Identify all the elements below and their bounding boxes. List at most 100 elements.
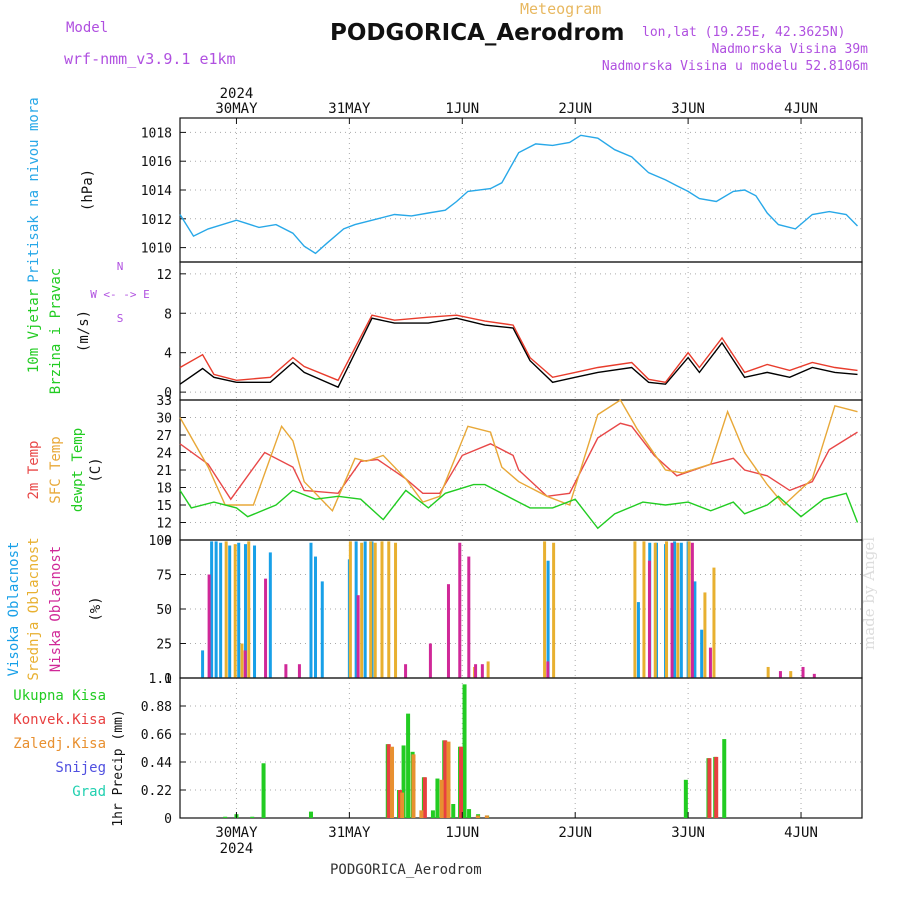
temperature-ytick-label: 33 bbox=[156, 394, 172, 409]
temperature-ylabel-0: 2m Temp bbox=[26, 440, 42, 499]
wind-ytick-label: 8 bbox=[164, 307, 172, 322]
x-bottom-year-label: 2024 bbox=[220, 841, 254, 857]
precip-bar bbox=[401, 745, 406, 818]
precip-ytick-label: 0.66 bbox=[141, 728, 172, 743]
cloud-bar bbox=[778, 671, 782, 678]
cloud-bar bbox=[284, 664, 288, 678]
precip-ylabel: 1hr Precip (mm) bbox=[111, 709, 126, 826]
temperature-ytick-label: 9 bbox=[164, 534, 172, 549]
cloud-bar bbox=[708, 647, 712, 678]
cloud-bar bbox=[665, 541, 669, 678]
pressure-ytick-label: 1012 bbox=[141, 213, 172, 228]
temperature-ytick-label: 12 bbox=[156, 517, 172, 532]
cloud-bar bbox=[387, 541, 391, 678]
pressure-ylabel-0: Pritisak na nivou mora bbox=[26, 97, 42, 282]
temperature-ylabel-3: (C) bbox=[88, 457, 104, 482]
cloud-bar bbox=[380, 541, 384, 678]
wind-ytick-label: 12 bbox=[156, 268, 172, 283]
cloud-bar bbox=[243, 650, 247, 678]
cloud-bar bbox=[214, 541, 218, 678]
cloud-bar bbox=[642, 541, 646, 678]
cloud-bar bbox=[320, 581, 324, 678]
precip-bar bbox=[467, 809, 472, 818]
cloud-bar bbox=[237, 542, 241, 678]
wind-frame bbox=[179, 261, 863, 401]
cloud-bar bbox=[207, 574, 211, 678]
cloud-bar bbox=[369, 541, 373, 678]
precip-bar bbox=[435, 778, 440, 818]
cloud-bar bbox=[201, 650, 205, 678]
cloud-bar bbox=[467, 556, 471, 678]
pressure-ytick-label: 1016 bbox=[141, 155, 172, 170]
precip-bar bbox=[430, 810, 435, 818]
cloud-bar bbox=[394, 542, 398, 678]
cloud-bar bbox=[219, 542, 223, 678]
altitude-label: Nadmorska Visina 39m bbox=[711, 42, 868, 57]
pressure-series-line-0 bbox=[179, 134, 858, 255]
cloud-bar bbox=[703, 592, 707, 678]
precip-bar bbox=[390, 746, 395, 818]
precip-ytick-label: 0.22 bbox=[141, 784, 172, 799]
x-top-day-label: 30MAY bbox=[215, 101, 258, 117]
wind-dir-north: N bbox=[117, 260, 124, 273]
cloud-bar bbox=[480, 664, 484, 678]
cloud-bar bbox=[404, 664, 408, 678]
model-name: wrf-nmm_v3.9.1 e1km bbox=[64, 50, 236, 68]
x-bottom-day-label: 4JUN bbox=[784, 825, 818, 841]
cloud-ylabel-2: Niska Oblacnost bbox=[48, 546, 64, 672]
cloud-bar bbox=[264, 578, 268, 678]
cloud-bar bbox=[543, 541, 547, 678]
cloud-bar bbox=[446, 584, 450, 678]
precip-bar bbox=[250, 816, 255, 818]
precip-ytick-label: 1.1 bbox=[149, 672, 172, 687]
temperature-ylabel-1: SFC Temp bbox=[48, 436, 64, 503]
wind-dir-westeast: W <- -> E bbox=[90, 288, 150, 301]
cloud-bar bbox=[458, 542, 462, 678]
cloud-bar bbox=[240, 643, 244, 678]
footer-station: PODGORICA_Aerodrom bbox=[330, 862, 482, 878]
pressure-ytick-label: 1014 bbox=[141, 184, 172, 199]
lonlat-label: lon,lat (19.25E, 42.3625N) bbox=[642, 25, 846, 40]
wind-ylabel-2: (m/s) bbox=[76, 310, 92, 352]
cloud-bar bbox=[474, 664, 478, 678]
x-top-day-label: 4JUN bbox=[784, 101, 818, 117]
precip-ytick-label: 0 bbox=[164, 812, 172, 827]
precip-bar bbox=[446, 741, 451, 818]
pressure-ylabel-1: (hPa) bbox=[80, 169, 96, 211]
wind-ylabel-0: 10m Vjetar bbox=[26, 289, 42, 373]
cloud-bar bbox=[693, 581, 697, 678]
precip-bar bbox=[419, 810, 424, 818]
pressure-ytick-label: 1010 bbox=[141, 242, 172, 257]
chart-title: PODGORICA_Aerodrom bbox=[330, 20, 625, 46]
cloud-bar bbox=[297, 664, 301, 678]
cloud-bar bbox=[766, 666, 770, 678]
wind-ytick-label: 0 bbox=[164, 386, 172, 401]
x-bottom-day-label: 1JUN bbox=[445, 825, 479, 841]
cloud-ytick-label: 25 bbox=[156, 638, 172, 653]
cloud-bar bbox=[653, 542, 657, 678]
cloud-bar bbox=[690, 542, 694, 678]
cloud-bar bbox=[552, 542, 556, 678]
cloud-bar bbox=[546, 560, 550, 678]
precip-legend-3: Snijeg bbox=[55, 760, 106, 776]
precip-legend-2: Zaledj.Kisa bbox=[13, 736, 106, 752]
cloud-ytick-label: 75 bbox=[156, 569, 172, 584]
x-bottom-day-label: 3JUN bbox=[671, 825, 705, 841]
precip-ytick-label: 0.88 bbox=[141, 700, 172, 715]
x-top-year-label: 2024 bbox=[220, 86, 254, 102]
x-top-day-label: 3JUN bbox=[671, 101, 705, 117]
temperature-ytick-label: 21 bbox=[156, 464, 172, 479]
meteogram-label: Meteogram bbox=[520, 0, 602, 18]
cloud-ytick-label: 0 bbox=[164, 672, 172, 687]
cloud-bar bbox=[228, 545, 232, 678]
cloud-bar bbox=[546, 661, 550, 678]
cloud-ylabel-0: Visoka Oblacnost bbox=[6, 542, 22, 677]
precip-bar bbox=[386, 744, 391, 818]
cloud-bar bbox=[687, 541, 691, 678]
cloud-bar bbox=[676, 542, 680, 678]
temperature-ytick-label: 27 bbox=[156, 429, 172, 444]
precip-bar bbox=[475, 815, 480, 818]
cloud-bar bbox=[309, 542, 313, 678]
cloud-bar bbox=[268, 552, 272, 678]
precip-bar bbox=[406, 713, 411, 818]
